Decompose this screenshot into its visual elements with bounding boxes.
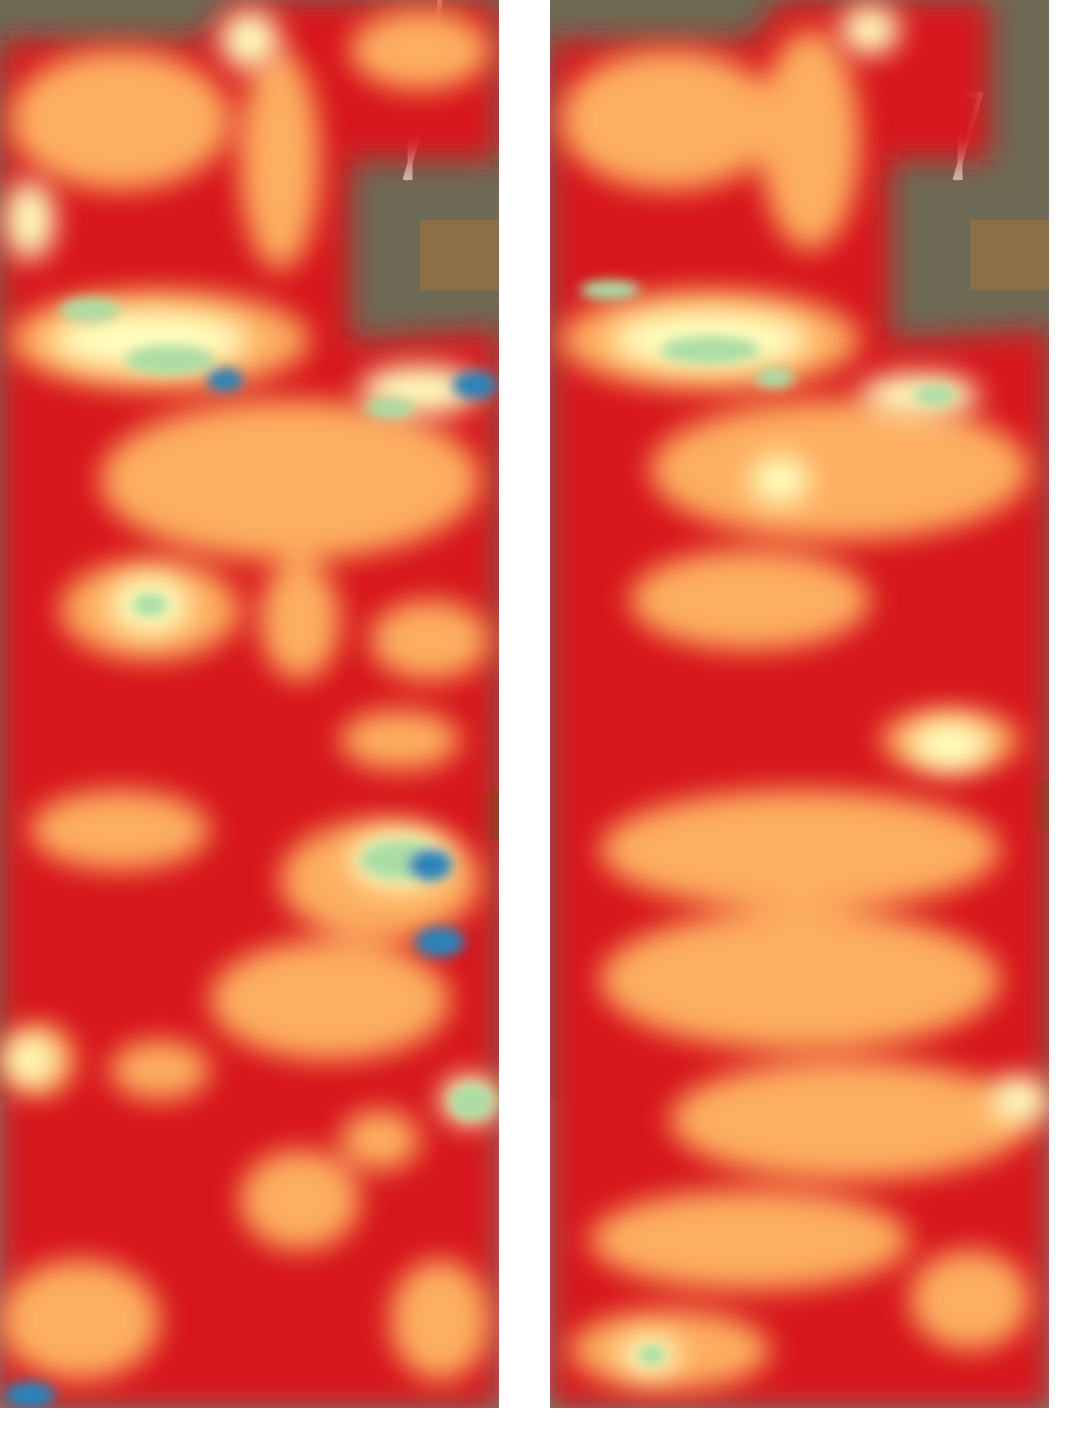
field-patch (420, 220, 499, 290)
field-patch (970, 220, 1049, 290)
heatmap-panel-left (0, 0, 499, 1408)
heatmap-right-svg (550, 0, 1049, 1408)
heat-layer-mid (560, 30, 1030, 1390)
heat-layer-peak (580, 280, 957, 1365)
heatmap-left-svg (0, 0, 499, 1408)
heatmap-panel-right (550, 0, 1049, 1408)
heat-layer-peak (5, 298, 497, 1408)
